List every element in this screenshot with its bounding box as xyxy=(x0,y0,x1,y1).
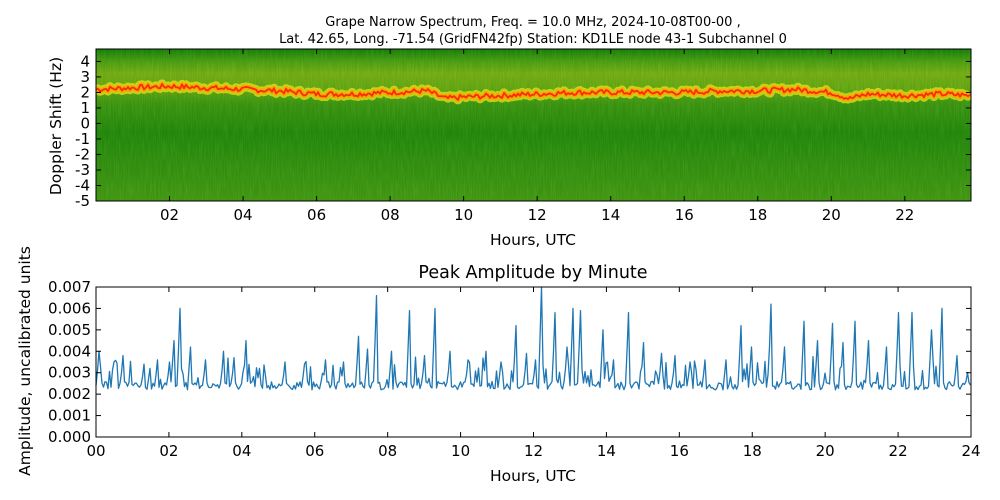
amplitude-x-tick-label: 18 xyxy=(743,442,762,460)
spectrum-y-tick-label: -3 xyxy=(75,161,90,179)
spectrum-x-tick-label: 08 xyxy=(381,206,400,224)
spectrum-x-tick-label: 22 xyxy=(895,206,914,224)
amplitude-x-tick-label: 16 xyxy=(670,442,689,460)
doppler-peak-line xyxy=(96,83,971,101)
amplitude-y-tick-label: 0.006 xyxy=(48,299,91,317)
spectrum-y-tick-label: -4 xyxy=(75,176,90,194)
spectrum-plot-frame xyxy=(95,48,972,202)
amplitude-y-axis-label: Amplitude, uncalibrated units xyxy=(16,246,34,476)
spectrum-y-tick-label: 1 xyxy=(80,99,90,117)
spectrum-x-tick-label: 10 xyxy=(454,206,473,224)
amplitude-x-tick-label: 22 xyxy=(889,442,908,460)
spectrum-y-tick-label: -1 xyxy=(75,130,90,148)
spectrum-x-tick-label: 16 xyxy=(675,206,694,224)
amplitude-x-tick-label: 08 xyxy=(378,442,397,460)
amplitude-x-axis: 00 02 04 06 08 10 12 14 16 18 20 22 24 xyxy=(86,287,981,460)
amplitude-y-tick-label: 0.005 xyxy=(48,321,91,339)
spectrum-x-tick-label: 20 xyxy=(822,206,841,224)
amplitude-y-tick-label: 0.004 xyxy=(48,342,91,360)
amplitude-x-tick-label: 00 xyxy=(86,442,105,460)
amplitude-x-tick-label: 10 xyxy=(451,442,470,460)
amplitude-y-axis: 0.000 0.001 0.002 0.003 0.004 0.005 0.006 0.007 xyxy=(48,278,971,446)
amplitude-x-tick-label: 14 xyxy=(597,442,616,460)
amplitude-y-tick-label: 0.002 xyxy=(48,385,91,403)
figure-title-line-1: Grape Narrow Spectrum, Freq. = 10.0 MHz,… xyxy=(325,15,740,30)
amplitude-x-tick-label: 20 xyxy=(816,442,835,460)
amplitude-x-tick-label: 24 xyxy=(961,442,980,460)
spectrum-x-tick-label: 02 xyxy=(160,206,179,224)
spectrum-y-tick-label: 0 xyxy=(80,114,90,132)
doppler-peak-trace xyxy=(96,83,971,101)
amplitude-x-axis-label: Hours, UTC xyxy=(490,467,576,485)
spectrum-x-tick-label: 06 xyxy=(307,206,326,224)
spectrum-y-tick-label: 4 xyxy=(80,52,90,70)
amplitude-chart-title: Peak Amplitude by Minute xyxy=(418,263,647,283)
amplitude-y-tick-label: 0.003 xyxy=(48,364,91,382)
amplitude-x-tick-label: 04 xyxy=(232,442,251,460)
spectrum-x-tick-label: 04 xyxy=(234,206,253,224)
amplitude-y-tick-label: 0.007 xyxy=(48,278,91,296)
amplitude-x-tick-label: 12 xyxy=(524,442,543,460)
spectrum-noise-texture xyxy=(96,49,971,201)
amplitude-x-tick-label: 06 xyxy=(305,442,324,460)
spectrum-y-tick-label: 3 xyxy=(80,68,90,86)
amplitude-y-tick-label: 0.001 xyxy=(48,407,91,425)
spectrum-x-tick-label: 14 xyxy=(601,206,620,224)
spectrum-x-axis: 02 04 06 08 10 12 14 16 18 20 22 xyxy=(160,49,914,224)
amplitude-series xyxy=(95,286,972,391)
spectrum-y-tick-label: -5 xyxy=(75,192,90,210)
spectrum-y-tick-label: -2 xyxy=(75,145,90,163)
amplitude-line xyxy=(95,286,972,391)
figure-title-line-2: Lat. 42.65, Long. -71.54 (GridFN42fp) St… xyxy=(279,32,787,47)
amplitude-x-tick-label: 02 xyxy=(159,442,178,460)
spectrum-x-tick-label: 12 xyxy=(528,206,547,224)
spectrum-y-tick-label: 2 xyxy=(80,83,90,101)
spectrum-x-axis-label: Hours, UTC xyxy=(490,231,576,249)
amplitude-panel: Peak Amplitude by Minute 0.000 0.001 0.002… xyxy=(16,246,981,485)
spectrum-x-tick-label: 18 xyxy=(748,206,767,224)
spectrum-y-axis-label: Doppler Shift (Hz) xyxy=(47,57,65,195)
amplitude-y-tick-label: 0.000 xyxy=(48,428,91,446)
